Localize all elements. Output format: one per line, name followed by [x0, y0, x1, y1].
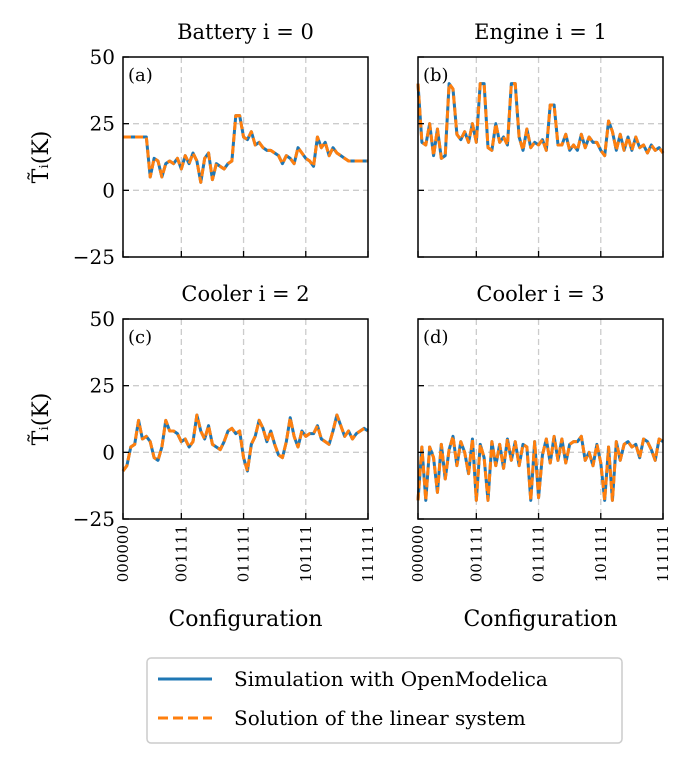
- y-tick-label: 0: [102, 178, 115, 202]
- legend-label-linear-system: Solution of the linear system: [234, 706, 526, 730]
- panel-title: Battery i = 0: [177, 20, 314, 44]
- x-tick-label: 111111: [359, 525, 377, 582]
- x-tick-label: 101111: [297, 525, 315, 582]
- legend-frame: [146, 657, 623, 744]
- panel-label: (c): [128, 327, 152, 348]
- y-tick-label: 0: [102, 440, 115, 464]
- y-axis-label: T̃ᵢ(K): [28, 131, 54, 184]
- y-tick-label: 25: [90, 112, 115, 136]
- series-linear-system-line: [416, 434, 664, 502]
- y-tick-label: 25: [90, 374, 115, 398]
- panel-b: Engine i = 1 (b): [416, 20, 665, 258]
- y-tick-label: −25: [73, 507, 115, 531]
- y-tick-label: 50: [90, 45, 115, 69]
- panel-a: 50 25 0 −25 Battery i = 0 (a) T̃ᵢ(K): [28, 20, 369, 269]
- x-tick-label: 001111: [172, 525, 190, 582]
- x-tick-label: 111111: [654, 525, 672, 582]
- x-tick-label: 011111: [235, 525, 253, 582]
- y-tick-label: 50: [90, 307, 115, 331]
- panel-title: Engine i = 1: [474, 20, 607, 44]
- panel-label: (a): [128, 65, 153, 86]
- x-tick-label: 001111: [467, 525, 485, 582]
- axes-frame: [417, 318, 664, 520]
- axes-frame: [417, 56, 664, 258]
- legend: Simulation with OpenModelica Solution of…: [146, 657, 623, 744]
- x-tick-label: 101111: [592, 525, 610, 582]
- panel-label: (b): [423, 65, 449, 86]
- x-axis-label: Configuration: [168, 607, 322, 632]
- axes-frame: [122, 318, 369, 520]
- x-tick-label: 000000: [409, 525, 427, 582]
- y-tick-label: −25: [73, 245, 115, 269]
- legend-label-simulation: Simulation with OpenModelica: [234, 667, 548, 691]
- x-tick-label: 000000: [114, 525, 132, 582]
- x-tick-label: 011111: [530, 525, 548, 582]
- x-axis-label: Configuration: [463, 607, 617, 632]
- panel-d: 000000 001111 011111 101111 111111 Cooler i =…: [409, 282, 672, 632]
- series-simulation-line: [121, 413, 369, 473]
- panel-title: Cooler i = 2: [181, 282, 309, 306]
- series-linear-system-line: [123, 114, 368, 184]
- axes-frame: [122, 56, 369, 258]
- y-axis-label: T̃ᵢ(K): [28, 393, 54, 446]
- series-linear-system-line: [416, 82, 665, 160]
- panel-title: Cooler i = 3: [476, 282, 604, 306]
- panels: 50 25 0 −25 Battery i = 0 (a) T̃ᵢ(K) Engine i =…: [28, 20, 672, 632]
- series-linear-system-line: [121, 413, 369, 473]
- panel-label: (d): [423, 327, 449, 348]
